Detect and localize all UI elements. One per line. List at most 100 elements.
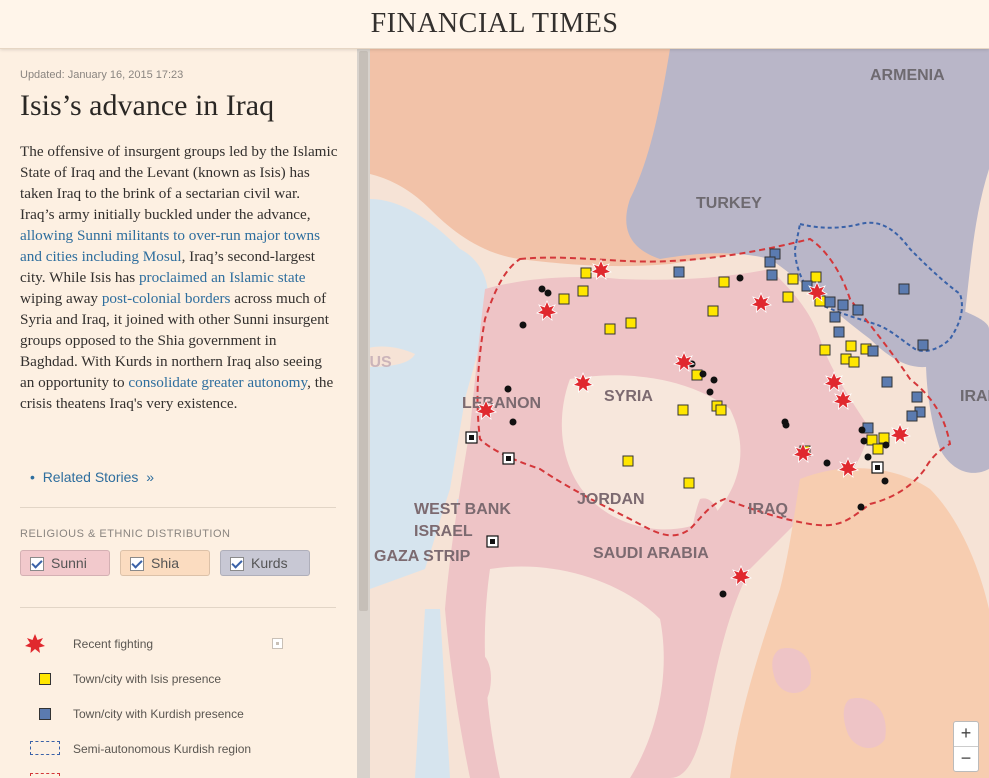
- isis-town-marker: [580, 267, 592, 279]
- link-sunni-militants[interactable]: allowing Sunni militants to over-run maj…: [20, 227, 321, 265]
- town-dot: [782, 421, 790, 429]
- kurdish-town-marker: [764, 256, 776, 268]
- related-stories-link[interactable]: • Related Stories »: [30, 469, 154, 485]
- zoom-controls: + −: [953, 721, 979, 772]
- checkbox-sunni[interactable]: [30, 557, 44, 571]
- article-title: Isis’s advance in Iraq: [20, 89, 275, 122]
- yellow-square-icon: [39, 673, 51, 685]
- isis-town-marker: [848, 356, 860, 368]
- isis-town-marker: [718, 276, 730, 288]
- legend-label: Town/city with Isis presence: [73, 672, 222, 686]
- fighting-burst: [791, 441, 815, 463]
- map-label-turkey: TURKEY: [696, 195, 762, 212]
- map-label-saudi-arabia: SAUDI ARABIA: [593, 545, 709, 562]
- town-dot: [864, 453, 872, 461]
- town-dot: [858, 426, 866, 434]
- fighting-burst: [749, 291, 773, 313]
- isis-town-marker: [625, 317, 637, 329]
- map-view[interactable]: ARMENIA TURKEY CYPRUS SYRIA LEBANON IRAQ…: [370, 49, 989, 778]
- isis-town-marker: [878, 432, 890, 444]
- dashed-blue-box-icon: [30, 741, 60, 755]
- sunni-patch: [554, 528, 615, 575]
- scrollbar-thumb[interactable]: [359, 51, 368, 611]
- kurdish-town-marker: [911, 391, 923, 403]
- towns: [504, 274, 890, 598]
- fighting-markers: [474, 258, 912, 586]
- body-text-3: wiping away: [20, 290, 102, 307]
- capital-markers: [465, 431, 884, 548]
- desert-patch: [484, 566, 664, 778]
- ft-masthead[interactable]: FINANCIAL TIMES: [370, 8, 619, 39]
- cyprus-island: [370, 346, 415, 367]
- fighting-burst: [831, 388, 855, 410]
- sunni-patch: [843, 698, 886, 749]
- legend-label: Semi-autonomous Kurdish region: [73, 742, 252, 756]
- map-canvas[interactable]: ARMENIA TURKEY CYPRUS SYRIA LEBANON IRAQ…: [370, 49, 989, 778]
- map-label-gaza-strip: GAZA STRIP: [374, 548, 471, 565]
- kurdish-town-marker: [906, 410, 918, 422]
- blue-square-icon: [39, 708, 51, 720]
- capital-marker-dot: [490, 539, 495, 544]
- related-bullet: •: [30, 469, 35, 485]
- isis-town-marker: [872, 443, 884, 455]
- filter-section-label: RELIGIOUS & ETHNIC DISTRIBUTION: [20, 528, 231, 540]
- fighting-burst: [571, 371, 595, 393]
- checkbox-kurds[interactable]: [230, 557, 244, 571]
- updated-timestamp: Updated: January 16, 2015 17:23: [20, 69, 184, 81]
- divider: [20, 507, 336, 508]
- zoom-in-button[interactable]: +: [960, 723, 972, 743]
- link-post-colonial-borders[interactable]: post-colonial borders: [101, 290, 231, 307]
- kurdish-town-marker: [673, 266, 685, 278]
- isis-town-marker: [787, 273, 799, 285]
- kurdish-town-marker: [829, 311, 841, 323]
- sunni-patch: [688, 498, 722, 611]
- fighting-burst: [672, 350, 696, 372]
- capital-marker-dot: [875, 465, 880, 470]
- legend-info-toggle[interactable]: [272, 638, 283, 649]
- panel-scrollbar[interactable]: [357, 49, 370, 778]
- fighting-burst: [822, 370, 846, 392]
- map-label-iraq: IRAQ: [748, 501, 788, 518]
- iran-region: [925, 299, 989, 473]
- map-label-armenia: ARMENIA: [870, 67, 945, 84]
- fighting-burst: [535, 299, 559, 321]
- body-text-1: The offensive of insurgent groups led by…: [20, 143, 338, 223]
- body-text-4: across much of Syria and Iraq, it joined…: [20, 290, 329, 391]
- kurdish-turkey-region: [626, 49, 989, 368]
- zoom-out-button[interactable]: −: [954, 746, 978, 771]
- isis-town-marker: [707, 305, 719, 317]
- kurdish-town-marker: [833, 326, 845, 338]
- sunni-patch: [453, 648, 491, 712]
- toggle-shia[interactable]: Shia: [120, 550, 210, 576]
- town-dot: [857, 503, 865, 511]
- kurdish-autonomous-boundary: [793, 221, 963, 352]
- desert-patch: [561, 375, 741, 530]
- toggle-sunni[interactable]: Sunni: [20, 550, 110, 576]
- toggle-kurds[interactable]: Kurds: [220, 550, 310, 576]
- gulf-of-aqaba: [415, 609, 450, 778]
- kurdish-towns: [673, 248, 929, 434]
- related-arrow: »: [146, 469, 154, 485]
- header: FINANCIAL TIMES: [0, 0, 989, 49]
- checkbox-shia[interactable]: [130, 557, 144, 571]
- town-dot: [860, 437, 868, 445]
- fighting-burst: [836, 456, 860, 478]
- isis-town-marker: [604, 323, 616, 335]
- iraq-syria-border: [476, 237, 952, 537]
- mediterranean-sea: [370, 199, 489, 589]
- link-consolidate-autonomy[interactable]: consolidate greater autonomy: [128, 374, 308, 391]
- legend-info-dot: [276, 642, 279, 645]
- link-islamic-state[interactable]: proclaimed an Islamic state: [138, 269, 306, 286]
- related-label: Related Stories: [42, 469, 139, 485]
- town-dot: [881, 477, 889, 485]
- kurdish-town-marker: [801, 280, 813, 292]
- kurdish-town-marker: [881, 376, 893, 388]
- isis-town-marker: [558, 293, 570, 305]
- town-dot: [706, 388, 714, 396]
- kurdish-town-marker: [867, 345, 879, 357]
- fighting-burst-icon: [25, 634, 45, 653]
- isis-town-marker: [845, 340, 857, 352]
- isis-town-marker: [622, 455, 634, 467]
- town-dot: [519, 321, 527, 329]
- kurdish-town-marker: [766, 269, 778, 281]
